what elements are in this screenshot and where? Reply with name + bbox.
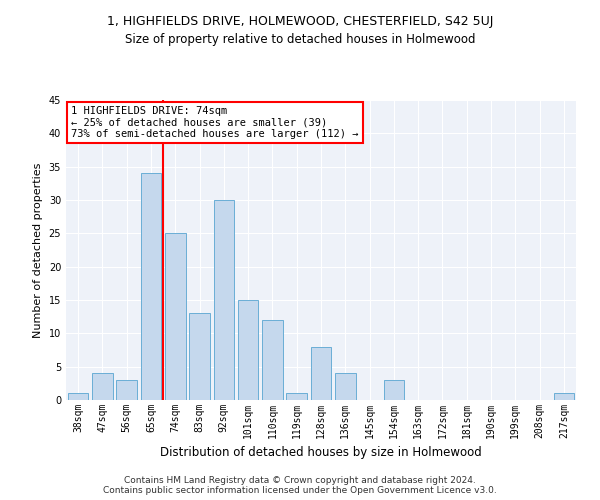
Bar <box>286 394 307 400</box>
Bar <box>189 314 210 400</box>
Bar <box>68 394 88 400</box>
Bar <box>383 380 404 400</box>
Bar <box>262 320 283 400</box>
Bar <box>554 394 574 400</box>
Bar <box>335 374 356 400</box>
X-axis label: Distribution of detached houses by size in Holmewood: Distribution of detached houses by size … <box>160 446 482 460</box>
Text: Contains HM Land Registry data © Crown copyright and database right 2024.
Contai: Contains HM Land Registry data © Crown c… <box>103 476 497 495</box>
Y-axis label: Number of detached properties: Number of detached properties <box>33 162 43 338</box>
Text: 1, HIGHFIELDS DRIVE, HOLMEWOOD, CHESTERFIELD, S42 5UJ: 1, HIGHFIELDS DRIVE, HOLMEWOOD, CHESTERF… <box>107 15 493 28</box>
Text: 1 HIGHFIELDS DRIVE: 74sqm
← 25% of detached houses are smaller (39)
73% of semi-: 1 HIGHFIELDS DRIVE: 74sqm ← 25% of detac… <box>71 106 359 139</box>
Bar <box>140 174 161 400</box>
Bar <box>92 374 113 400</box>
Bar <box>165 234 185 400</box>
Text: Size of property relative to detached houses in Holmewood: Size of property relative to detached ho… <box>125 32 475 46</box>
Bar <box>311 346 331 400</box>
Bar <box>238 300 259 400</box>
Bar <box>214 200 234 400</box>
Bar <box>116 380 137 400</box>
